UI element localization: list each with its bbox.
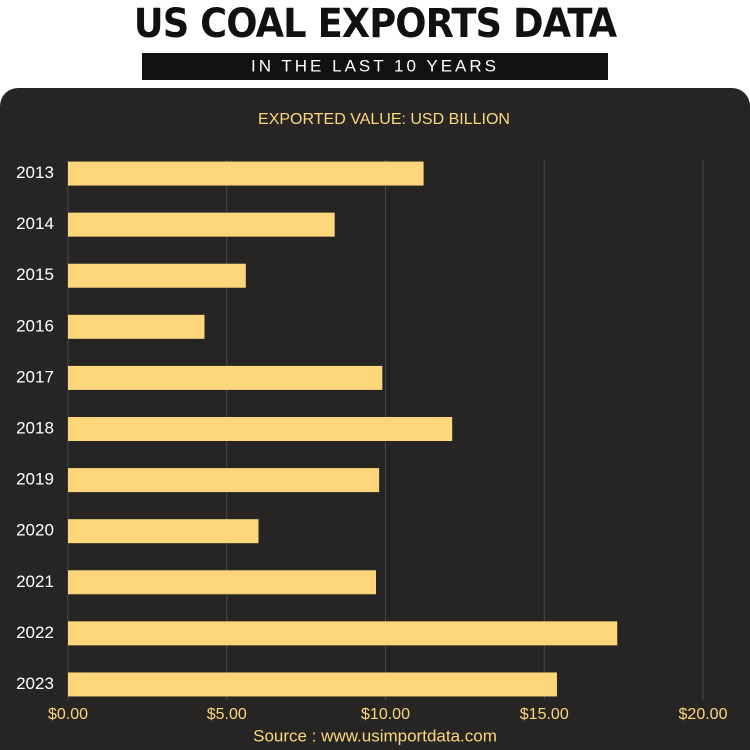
bar: [68, 314, 205, 339]
axis-label: EXPORTED VALUE: USD BILLION: [258, 111, 510, 128]
bar: [68, 417, 453, 441]
y-tick-label: 2018: [16, 418, 54, 437]
bar: [68, 672, 557, 697]
x-tick-label: $10.00: [361, 706, 410, 723]
bar: [68, 468, 380, 493]
y-tick-label: 2019: [16, 470, 54, 489]
y-tick-label: 2023: [16, 674, 54, 693]
bar: [68, 263, 246, 288]
x-tick-label: $20.00: [679, 706, 728, 723]
bar: [68, 570, 376, 595]
bar: [68, 519, 259, 544]
y-tick-label: 2021: [16, 572, 54, 591]
x-tick-label: $0.00: [48, 706, 88, 723]
bar: [68, 621, 618, 646]
bar: [68, 161, 424, 186]
subtitle-band: [142, 53, 608, 80]
x-tick-label: $5.00: [207, 706, 247, 723]
y-tick-label: 2020: [16, 521, 54, 540]
x-tick-label: $15.00: [520, 706, 569, 723]
source: Source : www.usimportdata.com: [253, 726, 497, 745]
y-tick-label: 2016: [16, 316, 54, 335]
y-tick-label: 2017: [16, 367, 54, 386]
chart-title: US COAL EXPORTS DATA: [134, 1, 618, 48]
y-tick-label: 2022: [16, 623, 54, 642]
chart-subtitle: IN THE LAST 10 YEARS: [251, 56, 499, 75]
bar: [68, 365, 383, 390]
y-tick-label: 2013: [16, 163, 54, 182]
bar: [68, 212, 335, 237]
y-tick-label: 2015: [16, 265, 54, 284]
y-tick-label: 2014: [16, 214, 54, 233]
